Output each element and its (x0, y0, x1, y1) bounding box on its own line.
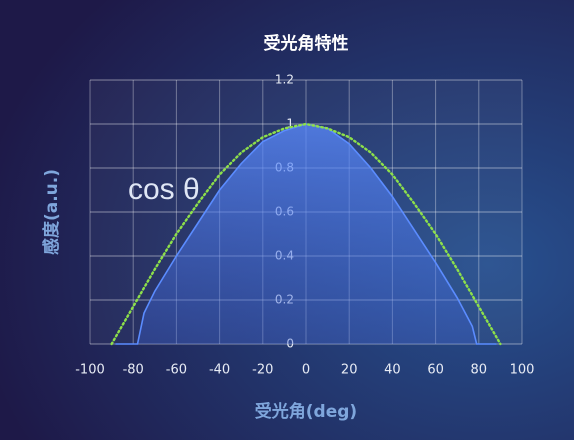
chart-title: 受光角特性 (264, 33, 349, 54)
area (115, 124, 497, 344)
y-tick-label: 1 (286, 117, 294, 131)
x-tick-label: 100 (510, 363, 535, 378)
annotation: cos θ (128, 173, 200, 206)
x-tick-label: -100 (75, 363, 105, 378)
x-tick-label: 20 (341, 363, 358, 378)
x-tick-label: -20 (252, 363, 273, 378)
x-tick-label: -80 (123, 363, 144, 378)
x-tick-label: 40 (384, 363, 401, 378)
x-tick-label: 0 (302, 363, 310, 378)
dotted-line (110, 122, 502, 346)
x-tick-label: 60 (427, 363, 444, 378)
x-axis-label: 受光角(deg) (255, 401, 357, 422)
y-axis-label: 感度(a.u.) (41, 169, 62, 255)
y-tick-label: 1.2 (275, 73, 294, 87)
x-tick-label: 80 (471, 363, 488, 378)
x-tick-label: -40 (209, 363, 230, 378)
x-tick-label: -60 (166, 363, 187, 378)
